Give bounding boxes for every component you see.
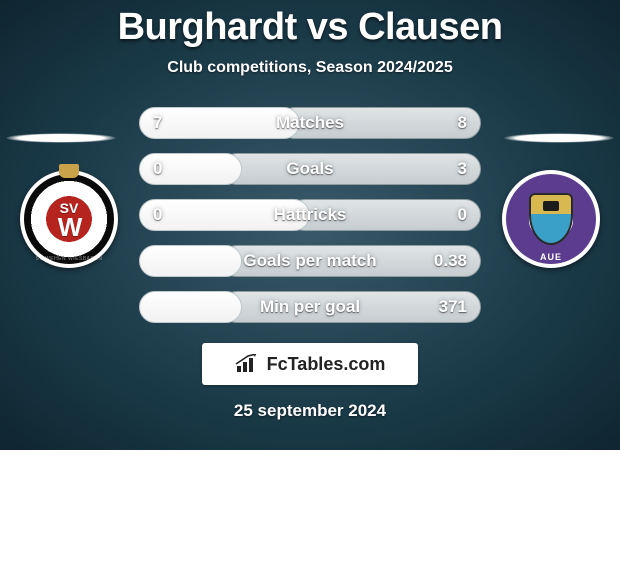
team-left-label-glow xyxy=(6,133,116,143)
stat-value-left: 0 xyxy=(153,199,162,231)
stat-value-left: 7 xyxy=(153,107,162,139)
crest-text-w: W xyxy=(58,212,81,243)
shield-icon xyxy=(529,193,573,245)
crest-ring-text: SV WEHEN WIESBADEN xyxy=(20,256,118,262)
stat-bar-left xyxy=(139,291,242,323)
fleur-de-lis-icon xyxy=(59,164,79,178)
stat-value-right: 3 xyxy=(458,153,467,185)
stat-bar-left xyxy=(139,199,310,231)
comparison-card: Burghardt vs Clausen Club competitions, … xyxy=(0,0,620,450)
stat-row: Goals03 xyxy=(139,153,481,185)
stat-value-right: 0 xyxy=(458,199,467,231)
crest-text-aue: AUE xyxy=(502,252,600,262)
stat-value-right: 371 xyxy=(439,291,467,323)
stat-row: Hattricks00 xyxy=(139,199,481,231)
stat-bar-right xyxy=(289,199,481,231)
team-right-label-glow xyxy=(504,133,614,143)
brand-text: FcTables.com xyxy=(267,354,386,375)
stat-bar-right xyxy=(221,153,481,185)
stat-bar-left xyxy=(139,107,300,139)
stat-row: Goals per match0.38 xyxy=(139,245,481,277)
page-subtitle: Club competitions, Season 2024/2025 xyxy=(167,59,452,77)
stat-row: Matches78 xyxy=(139,107,481,139)
team-left-crest: SV W SV WEHEN WIESBADEN xyxy=(20,170,118,268)
stat-value-right: 8 xyxy=(458,107,467,139)
page-title: Burghardt vs Clausen xyxy=(118,6,503,49)
stat-row: Min per goal371 xyxy=(139,291,481,323)
brand-link[interactable]: FcTables.com xyxy=(202,343,418,385)
stat-value-left: 0 xyxy=(153,153,162,185)
chart-bar-icon xyxy=(235,354,261,374)
stat-value-right: 0.38 xyxy=(434,245,467,277)
stat-bar-left xyxy=(139,245,242,277)
team-right-crest: AUE xyxy=(502,170,600,268)
date-text: 25 september 2024 xyxy=(234,401,386,421)
stat-bar-right xyxy=(279,107,481,139)
